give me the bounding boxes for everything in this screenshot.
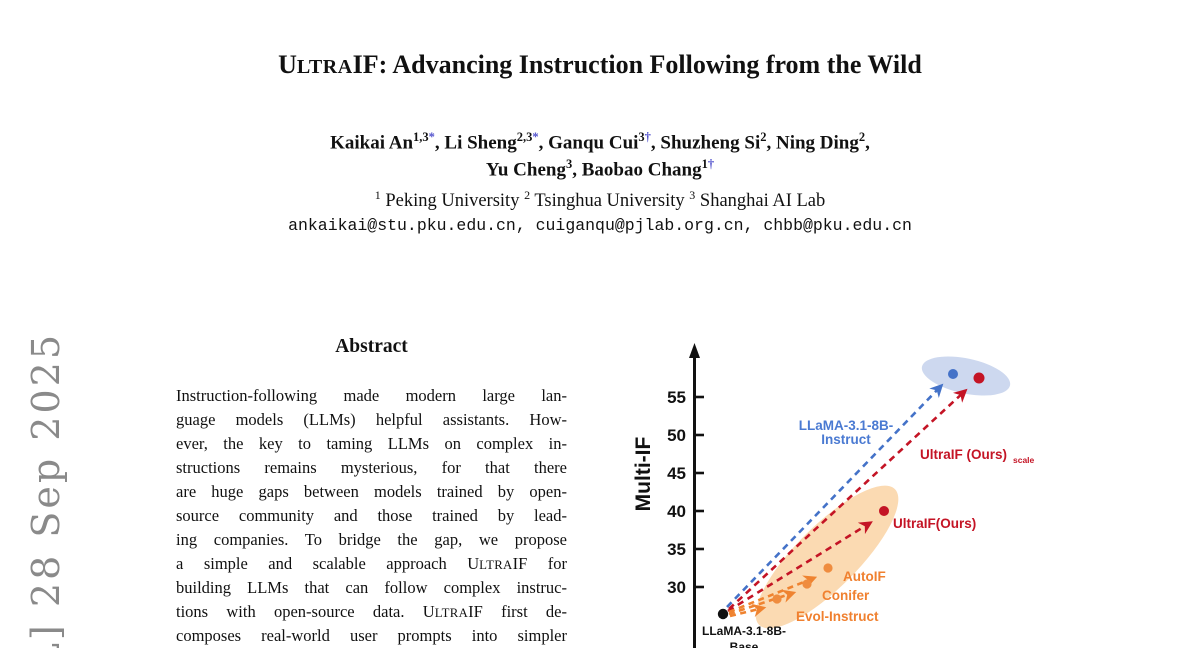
label-evol-instruct: Evol-Instruct: [796, 609, 879, 624]
point-llama-base: [717, 608, 729, 620]
authors-line-2: Yu Cheng3, Baobao Chang1†: [485, 157, 715, 181]
affiliations: 1 Peking University 2 Tsinghua Universit…: [374, 188, 826, 212]
instruct-cluster-ellipse: [921, 356, 1011, 396]
label-llama-instruct-line2: Instruct: [821, 432, 871, 447]
y-tick-label: 55: [667, 388, 686, 407]
author-name: Kaikai An: [330, 132, 414, 154]
y-axis-arrowhead: [689, 343, 700, 358]
author-name: Yu Cheng: [485, 159, 566, 181]
label-ultraif-scale-subscript: scale: [1013, 455, 1035, 465]
abstract-line: building LLMs that can follow complex in…: [176, 578, 567, 597]
authors-line-1: Kaikai An1,3*, Li Sheng2,3*, Ganqu Cui3†…: [330, 130, 870, 154]
point-ultraif-ours: [879, 506, 889, 516]
multi-if-figure: 55 50 45 40 35 30 Multi-IF LLaMA-3.1-8B-…: [632, 343, 1035, 648]
affiliation: Peking University: [380, 191, 525, 212]
affiliation: Tsinghua University: [530, 191, 690, 212]
author-name: Baobao Chang: [581, 159, 702, 181]
y-tick-label: 45: [667, 464, 686, 483]
author-superscript: 1,3*: [413, 130, 435, 144]
arrow-base-to-autoif: [728, 575, 818, 614]
y-tick-label: 50: [667, 426, 686, 445]
arrow-base-to-evol: [729, 603, 767, 618]
arrow-base-to-conifer: [728, 589, 797, 616]
title-smallcaps-rest: LTRA: [296, 56, 353, 78]
author-superscript: 3: [565, 157, 573, 171]
author-superscript: 2: [760, 130, 767, 144]
abstract-line: source community and those trained by le…: [176, 506, 567, 525]
author-superscript: 3†: [638, 130, 651, 144]
author-superscript: 2: [858, 130, 866, 144]
arrow-base-to-ultraif: [727, 521, 873, 613]
label-llama-base-line1: LLaMA-3.1-8B-: [702, 624, 786, 638]
title-smallcaps-initial: U: [278, 50, 297, 79]
abstract-line: a simple and scalable approach ULTRAIF f…: [176, 554, 567, 573]
y-tick-label: 30: [667, 578, 686, 597]
abstract-line: structions remains mysterious, for that …: [176, 458, 567, 477]
abstract-body: Instruction-following made modern large …: [176, 384, 567, 648]
affiliation: Shanghai AI Lab: [695, 191, 826, 212]
y-axis-label: Multi-IF: [632, 437, 655, 512]
title-text: IF: Advancing Instruction Following from…: [352, 50, 922, 79]
y-tick-label: 35: [667, 540, 686, 559]
author-superscript: 2,3*: [516, 130, 539, 144]
label-llama-instruct-line1: LLaMA-3.1-8B-: [799, 418, 894, 433]
point-autoif: [823, 563, 833, 573]
abstract-line: ing companies. To bridge the gap, we pro…: [176, 530, 567, 549]
point-evol-instruct: [772, 594, 782, 604]
abstract-line: tions with open-source data. ULTRAIF fir…: [176, 602, 567, 621]
author-name: Li Sheng: [444, 132, 517, 154]
y-tick-label: 40: [667, 502, 686, 521]
abstract-line: Instruction-following made modern large …: [176, 386, 567, 405]
author-superscript: 1†: [701, 157, 715, 171]
label-conifer: Conifer: [822, 588, 870, 603]
label-llama-base-line2: Base: [730, 640, 759, 648]
label-ultraif-ours: UltraIF(Ours): [893, 516, 976, 531]
point-conifer: [802, 579, 812, 589]
author-name: Ning Ding: [775, 132, 859, 154]
abstract-line: composes real-world user prompts into si…: [176, 626, 567, 645]
label-autoif: AutoIF: [843, 569, 886, 584]
arrow-base-to-ultraif-scale: [728, 388, 968, 610]
abstract-line: are huge gaps between models trained by …: [176, 482, 567, 501]
point-ultraif-scale: [973, 372, 985, 384]
author-emails: ankaikai@stu.pku.edu.cn, cuiganqu@pjlab.…: [288, 216, 912, 235]
label-ultraif-scale: UltraIF (Ours): [920, 447, 1007, 462]
author-name: Ganqu Cui: [548, 132, 639, 154]
author-name: Shuzheng Si: [660, 132, 761, 154]
paper-title: ULTRAIF: Advancing Instruction Following…: [0, 50, 1200, 80]
point-llama-instruct: [948, 369, 958, 379]
arrow-base-to-instruct: [726, 383, 944, 608]
abstract-line: guage models (LLMs) helpful assistants. …: [176, 410, 567, 429]
arxiv-watermark: L] 28 Sep 2025: [24, 331, 68, 648]
abstract-line: ever, the key to taming LLMs on complex …: [176, 434, 567, 453]
abstract-heading: Abstract: [335, 336, 408, 357]
